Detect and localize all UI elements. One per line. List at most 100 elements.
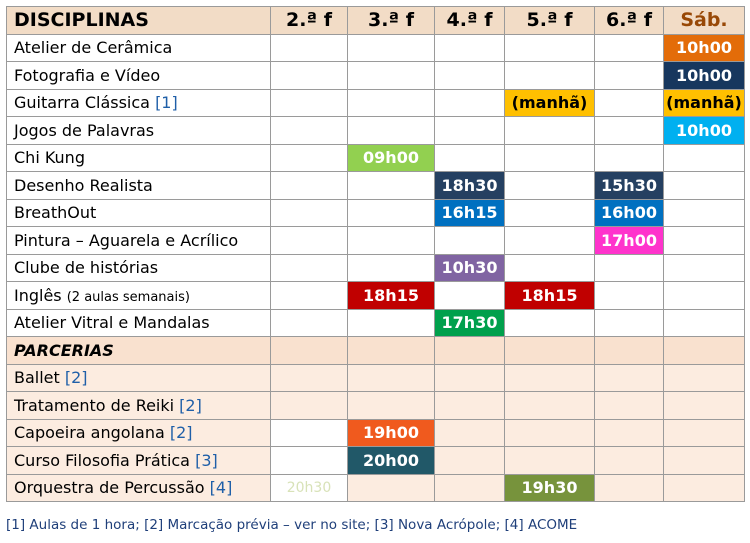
class-name-cell: Pintura – Aguarela e Acrílico xyxy=(6,226,271,255)
class-name-cell: BreathOut xyxy=(6,198,271,227)
schedule-slot: 17h00 xyxy=(594,226,664,255)
schedule-slot xyxy=(434,88,505,117)
footnote: [1] Aulas de 1 hora; [2] Marcação prévia… xyxy=(6,517,578,533)
schedule-slot xyxy=(504,253,595,282)
schedule-slot xyxy=(663,308,745,337)
class-name-cell: Ballet [2] xyxy=(6,363,271,392)
class-name-cell: Fotografia e Vídeo xyxy=(6,61,271,90)
header-day-wed: 4.ª f xyxy=(434,6,505,35)
schedule-slot: 10h00 xyxy=(663,33,745,62)
header-day-fri: 6.ª f xyxy=(594,6,664,35)
schedule-slot xyxy=(347,226,435,255)
class-name: Chi Kung xyxy=(14,148,85,168)
class-name-cell: Desenho Realista xyxy=(6,171,271,200)
class-name: Capoeira angolana xyxy=(14,423,170,443)
schedule-slot: 17h30 xyxy=(434,308,505,337)
schedule-slot xyxy=(594,308,664,337)
schedule-slot xyxy=(663,143,745,172)
schedule-slot xyxy=(663,253,745,282)
class-name-cell: Guitarra Clássica [1] xyxy=(6,88,271,117)
schedule-slot xyxy=(504,116,595,145)
schedule-slot xyxy=(663,446,745,475)
schedule-slot xyxy=(347,473,435,502)
schedule-slot xyxy=(434,116,505,145)
schedule-slot: 16h15 xyxy=(434,198,505,227)
partners-section-row: PARCERIAS xyxy=(6,336,745,365)
schedule-slot xyxy=(663,418,745,447)
schedule-slot: 15h30 xyxy=(594,171,664,200)
schedule-slot xyxy=(347,336,435,365)
schedule-slot xyxy=(270,88,348,117)
schedule-slot xyxy=(434,418,505,447)
schedule-slot: 10h00 xyxy=(663,116,745,145)
schedule-slot: 18h30 xyxy=(434,171,505,200)
class-name-cell: Atelier de Cerâmica xyxy=(6,33,271,62)
partner-row: Curso Filosofia Prática [3] 20h00 xyxy=(6,446,745,475)
partners-heading: PARCERIAS xyxy=(6,336,271,365)
class-name-cell: Inglês (2 aulas semanais) xyxy=(6,281,271,310)
schedule-slot xyxy=(347,308,435,337)
schedule-slot xyxy=(663,473,745,502)
schedule-slot xyxy=(347,391,435,420)
class-row: Jogos de Palavras 10h00 xyxy=(6,116,745,145)
class-name-cell: Clube de histórias xyxy=(6,253,271,282)
schedule-slot: 16h00 xyxy=(594,198,664,227)
schedule-slot xyxy=(270,33,348,62)
class-name: Orquestra de Percussão xyxy=(14,478,210,498)
class-name: Atelier Vitral e Mandalas xyxy=(14,313,210,333)
class-name-cell: Atelier Vitral e Mandalas xyxy=(6,308,271,337)
schedule-slot xyxy=(504,198,595,227)
schedule-slot: (manhã) xyxy=(504,88,595,117)
schedule-slot: (manhã) xyxy=(663,88,745,117)
class-name: Clube de histórias xyxy=(14,258,159,278)
schedule-slot: 20h30 xyxy=(270,473,348,502)
class-name: BreathOut xyxy=(14,203,97,223)
schedule-slot xyxy=(347,171,435,200)
schedule-slot xyxy=(434,143,505,172)
footnote-ref: [2] xyxy=(169,423,193,443)
schedule-slot xyxy=(270,391,348,420)
header-day-tue: 3.ª f xyxy=(347,6,435,35)
schedule-slot xyxy=(347,33,435,62)
schedule-slot: 19h00 xyxy=(347,418,435,447)
schedule-slot xyxy=(504,446,595,475)
schedule-slot xyxy=(594,391,664,420)
schedule-slot: 20h00 xyxy=(347,446,435,475)
schedule-slot xyxy=(270,171,348,200)
schedule-slot xyxy=(663,391,745,420)
schedule-slot xyxy=(504,33,595,62)
schedule-slot xyxy=(594,143,664,172)
schedule-slot xyxy=(504,336,595,365)
schedule-slot xyxy=(663,226,745,255)
class-name-cell: Jogos de Palavras xyxy=(6,116,271,145)
schedule-slot xyxy=(270,143,348,172)
class-name: Desenho Realista xyxy=(14,175,153,195)
class-name-cell: Capoeira angolana [2] xyxy=(6,418,271,447)
schedule-slot xyxy=(434,33,505,62)
schedule-slot xyxy=(504,363,595,392)
schedule-slot xyxy=(663,363,745,392)
schedule-slot xyxy=(594,61,664,90)
schedule-slot xyxy=(504,226,595,255)
schedule-slot xyxy=(504,418,595,447)
schedule-slot xyxy=(594,418,664,447)
class-name: Curso Filosofia Prática xyxy=(14,450,196,470)
schedule-slot: 19h30 xyxy=(504,473,595,502)
partner-row: Capoeira angolana [2] 19h00 xyxy=(6,418,745,447)
class-name: Fotografia e Vídeo xyxy=(14,65,161,85)
class-row: Fotografia e Vídeo 10h00 xyxy=(6,61,745,90)
class-name: Inglês xyxy=(14,285,67,305)
class-name-cell: Curso Filosofia Prática [3] xyxy=(6,446,271,475)
schedule-slot xyxy=(270,253,348,282)
header-day-mon: 2.ª f xyxy=(270,6,348,35)
schedule-slot xyxy=(270,336,348,365)
class-name-cell: Chi Kung xyxy=(6,143,271,172)
schedule-slot: 18h15 xyxy=(347,281,435,310)
schedule-slot xyxy=(663,336,745,365)
schedule-slot xyxy=(347,198,435,227)
class-name: Atelier de Cerâmica xyxy=(14,38,173,58)
schedule-slot xyxy=(663,171,745,200)
schedule-slot: 18h15 xyxy=(504,281,595,310)
schedule-slot xyxy=(434,281,505,310)
class-name-cell: Orquestra de Percussão [4] xyxy=(6,473,271,502)
